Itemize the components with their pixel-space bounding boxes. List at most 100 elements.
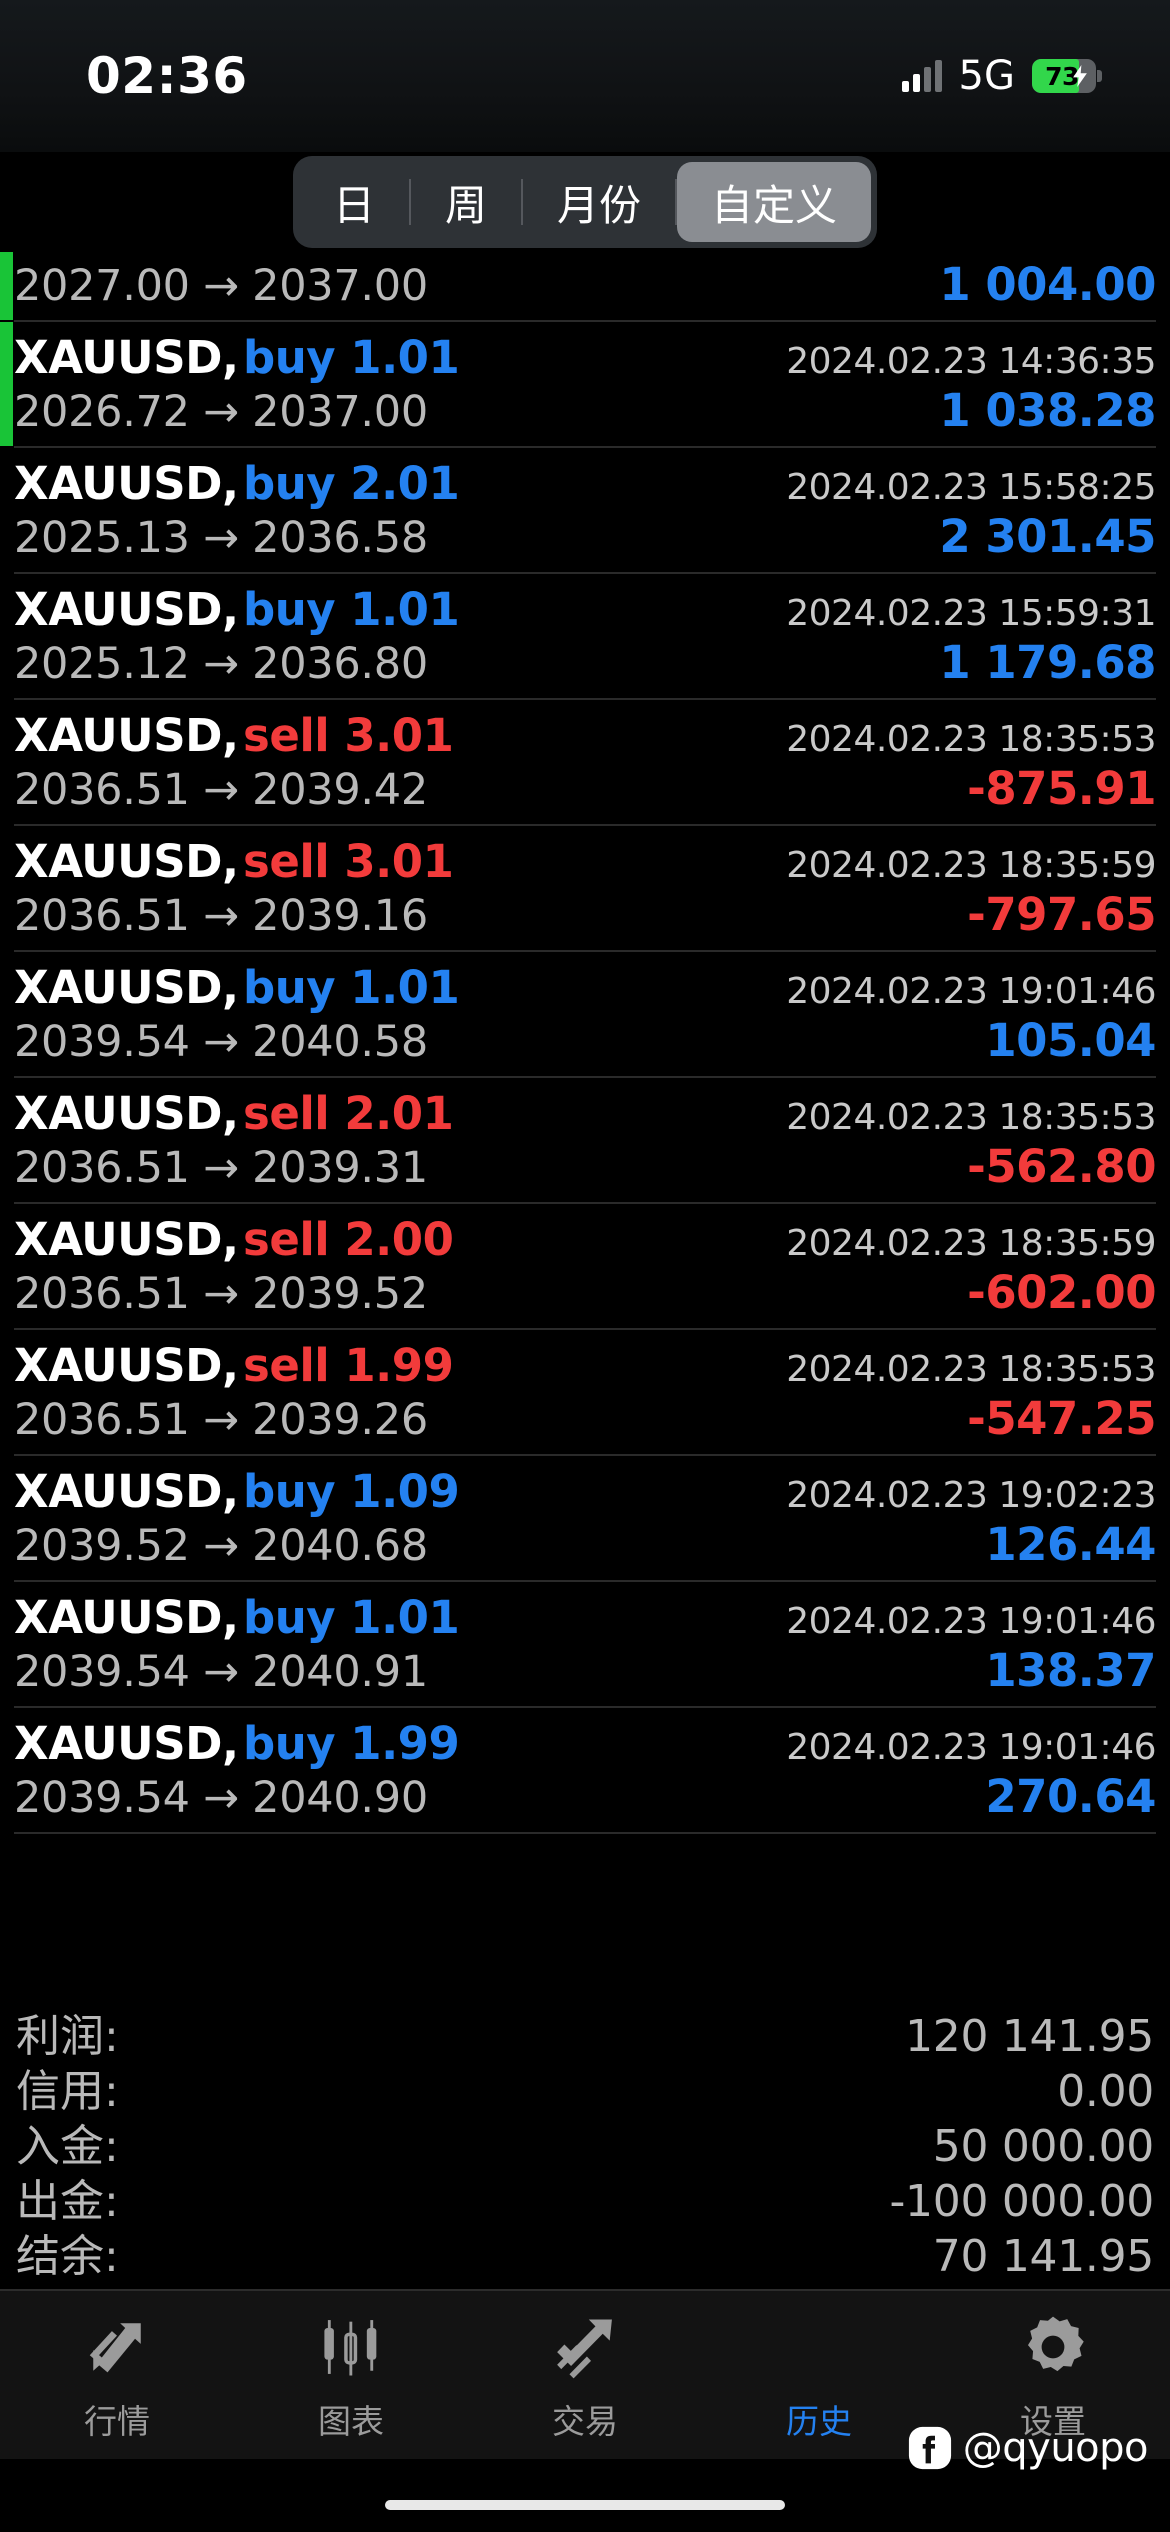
history-inbox-icon — [781, 2309, 857, 2385]
table-row[interactable]: XAUUSD, sell 2.01 2024.02.23 18:35:53 2036… — [0, 1078, 1170, 1202]
row-profit: -562.80 — [967, 1140, 1156, 1193]
summary-row-3: 出金: -100 000.00 — [0, 2165, 1170, 2227]
table-row[interactable]: XAUUSD, sell 1.99 2024.02.23 18:35:53 2036… — [0, 1330, 1170, 1454]
row-side-volume: buy 1.01 — [243, 1591, 460, 1644]
battery-icon: 73 — [1032, 59, 1102, 93]
network-type-label: 5G — [958, 53, 1015, 99]
summary-value: -100 000.00 — [889, 2176, 1154, 2227]
tab-1[interactable]: 图表 — [234, 2291, 468, 2443]
table-row[interactable]: XAUUSD, sell 2.00 2024.02.23 18:35:59 2036… — [0, 1204, 1170, 1328]
row-time: 2024.02.23 18:35:53 — [786, 719, 1156, 760]
summary-label: 信用: — [16, 2066, 119, 2117]
row-symbol: XAUUSD, — [14, 1717, 239, 1770]
row-profit: 138.37 — [985, 1644, 1156, 1697]
watermark-handle: @qyuopo — [962, 2425, 1149, 2471]
row-separator — [14, 446, 1156, 448]
row-separator — [14, 698, 1156, 700]
tab-label: 行情 — [84, 2402, 150, 2441]
row-side-volume: buy 2.01 — [243, 457, 460, 510]
row-symbol: XAUUSD, — [14, 1087, 239, 1140]
row-side-volume: buy 1.01 — [243, 961, 460, 1014]
row-separator — [14, 1328, 1156, 1330]
table-row[interactable]: XAUUSD, buy 1.09 2024.02.23 19:02:23 2039.… — [0, 1456, 1170, 1580]
row-profit: 1 179.68 — [939, 636, 1156, 689]
row-symbol: XAUUSD, — [14, 1465, 239, 1518]
facebook-icon — [908, 2426, 951, 2470]
row-separator — [14, 1202, 1156, 1204]
row-profit: 1 038.28 — [939, 384, 1156, 437]
period-selector[interactable]: 日 周 月份 自定义 — [0, 156, 1170, 252]
table-row[interactable]: XAUUSD, buy 1.01 2024.02.23 14:36:35 2026.… — [0, 322, 1170, 446]
row-symbol: XAUUSD, — [14, 331, 239, 384]
row-time: 2024.02.23 15:58:25 — [786, 467, 1156, 508]
status-bar: 02:36 5G 73 — [0, 0, 1170, 152]
tab-label: 图表 — [318, 2402, 384, 2441]
row-time: 2024.02.23 18:35:59 — [786, 1223, 1156, 1264]
table-row[interactable]: XAUUSD, buy 1.99 2024.02.23 19:01:46 2039.… — [0, 1708, 1170, 1832]
row-symbol: XAUUSD, — [14, 583, 239, 636]
tab-4[interactable]: 设置 — [936, 2291, 1170, 2443]
row-separator — [14, 572, 1156, 574]
row-side-volume: buy 1.01 — [243, 331, 460, 384]
summary-value: 50 000.00 — [932, 2121, 1155, 2172]
tab-label: 交易 — [552, 2402, 618, 2441]
row-prices: 2027.00 → 2037.00 — [14, 261, 428, 311]
summary-row-1: 信用: 0.00 — [0, 2055, 1170, 2117]
summary-label: 出金: — [16, 2176, 119, 2227]
period-option-2[interactable]: 月份 — [557, 180, 642, 230]
row-separator — [14, 1832, 1156, 1834]
row-time: 2024.02.23 18:35:53 — [786, 1349, 1156, 1390]
summary-value: 120 141.95 — [905, 2011, 1154, 2062]
row-time: 2024.02.23 19:01:46 — [786, 971, 1156, 1012]
table-row[interactable]: XAUUSD, buy 1.01 2024.02.23 15:59:31 2025.… — [0, 574, 1170, 698]
table-row[interactable]: 2027.00 → 2037.00 1 004.00 — [0, 252, 1170, 320]
period-option-1[interactable]: 周 — [444, 180, 487, 230]
summary-label: 入金: — [16, 2121, 119, 2172]
segment-divider — [408, 179, 411, 225]
row-profit: 270.64 — [985, 1770, 1156, 1823]
row-time: 2024.02.23 19:01:46 — [786, 1601, 1156, 1642]
segment-divider — [521, 179, 523, 225]
row-time: 2024.02.23 15:59:31 — [786, 593, 1156, 634]
summary-row-2: 入金: 50 000.00 — [0, 2110, 1170, 2172]
row-side-volume: buy 1.01 — [243, 583, 460, 636]
table-row[interactable]: XAUUSD, sell 3.01 2024.02.23 18:35:53 2036… — [0, 700, 1170, 824]
period-option-3[interactable]: 自定义 — [677, 162, 872, 242]
candlestick-chart-icon — [313, 2309, 389, 2385]
row-profit: 1 004.00 — [939, 258, 1156, 311]
table-row[interactable]: XAUUSD, buy 2.01 2024.02.23 15:58:25 2025.… — [0, 448, 1170, 572]
row-prices: 2039.54 → 2040.58 — [14, 1017, 428, 1067]
gear-icon — [1015, 2309, 1091, 2385]
table-row[interactable]: XAUUSD, buy 1.01 2024.02.23 19:01:46 2039.… — [0, 952, 1170, 1076]
status-bar-clock: 02:36 — [86, 47, 248, 105]
row-prices: 2036.51 → 2039.26 — [14, 1395, 428, 1445]
period-option-0[interactable]: 日 — [332, 180, 375, 230]
row-time: 2024.02.23 18:35:53 — [786, 1097, 1156, 1138]
row-symbol: XAUUSD, — [14, 457, 239, 510]
trade-trend-arrow-icon — [547, 2309, 623, 2385]
table-row[interactable]: XAUUSD, sell 3.01 2024.02.23 18:35:59 2036… — [0, 826, 1170, 950]
row-side-volume: sell 3.01 — [243, 835, 454, 888]
row-time: 2024.02.23 18:35:59 — [786, 845, 1156, 886]
row-symbol: XAUUSD, — [14, 1213, 239, 1266]
row-separator — [14, 1580, 1156, 1582]
table-row[interactable]: XAUUSD, buy 1.01 2024.02.23 19:01:46 2039.… — [0, 1582, 1170, 1706]
row-profit: -875.91 — [967, 762, 1156, 815]
row-profit: 126.44 — [985, 1518, 1156, 1571]
period-segmented-control[interactable]: 日 周 月份 自定义 — [292, 156, 878, 248]
row-prices: 2025.13 → 2036.58 — [14, 513, 428, 563]
summary-label: 结余: — [16, 2231, 119, 2282]
watermark: @qyuopo — [907, 2425, 1149, 2471]
tab-2[interactable]: 交易 — [468, 2291, 702, 2443]
summary-row-4: 结余: 70 141.95 — [0, 2220, 1170, 2282]
history-list[interactable]: 2027.00 → 2037.00 1 004.00 XAUUSD, buy 1.0… — [0, 252, 1170, 2198]
tab-3[interactable]: 历史 — [702, 2291, 936, 2443]
row-side-volume: sell 2.00 — [243, 1213, 454, 1266]
battery-percent-label: 73 — [1045, 61, 1079, 91]
summary-label: 利润: — [16, 2011, 119, 2062]
bottom-tab-bar[interactable]: 行情 图表 交易 历史 设置 — [0, 2289, 1170, 2459]
home-indicator — [385, 2500, 785, 2510]
tab-0[interactable]: 行情 — [0, 2291, 234, 2443]
row-side-volume: buy 1.99 — [243, 1717, 460, 1770]
status-bar-indicators: 5G 73 — [901, 53, 1102, 99]
